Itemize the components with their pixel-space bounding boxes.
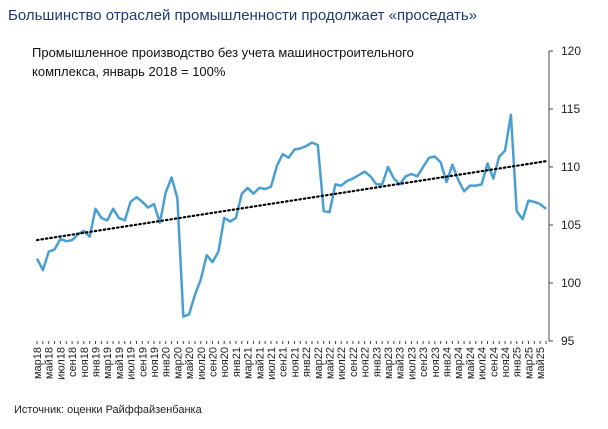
x-tick-label: янв19 [91, 347, 103, 377]
x-tick-label: мар18 [32, 347, 44, 379]
x-tick-label: июл23 [406, 347, 418, 380]
x-tick-label: янв25 [512, 347, 524, 377]
x-tick-label: сен21 [278, 347, 290, 377]
x-tick-label: мар23 [383, 347, 395, 379]
x-tick-label: мар21 [243, 347, 255, 379]
y-tick-label: 100 [561, 276, 581, 290]
x-tick-label: июл24 [477, 347, 489, 380]
x-tick-label: июл21 [266, 347, 278, 380]
x-tick-label: ноя24 [500, 347, 512, 377]
x-tick-label: май21 [254, 347, 266, 379]
x-tick-label: мар19 [102, 347, 114, 379]
trend-line [35, 160, 548, 242]
x-tick-label: ноя20 [219, 347, 231, 377]
x-tick-label: янв22 [301, 347, 313, 377]
x-tick-label: сен23 [418, 347, 430, 377]
x-tick-label: июл22 [336, 347, 348, 380]
x-tick-label: июл19 [126, 347, 138, 380]
x-tick-label: янв20 [161, 347, 173, 377]
x-tick-label: сен22 [348, 347, 360, 377]
x-tick-label: ноя18 [79, 347, 91, 377]
x-tick-label: мар25 [523, 347, 535, 379]
x-tick-label: мар22 [313, 347, 325, 379]
data-line [35, 113, 547, 318]
y-tick-label: 115 [561, 102, 580, 116]
x-tick-label: ноя19 [149, 347, 161, 377]
x-tick-label: сен18 [67, 347, 79, 377]
x-tick-label: май20 [184, 347, 196, 379]
x-tick-label: сен20 [208, 347, 220, 377]
x-tick-label: янв24 [442, 347, 454, 377]
x-tick-label: мар20 [172, 347, 184, 379]
x-tick-label: сен24 [488, 347, 500, 377]
x-tick-label: июл20 [196, 347, 208, 380]
x-tick-label: ноя23 [430, 347, 442, 377]
y-tick-label: 110 [561, 160, 580, 174]
chart-subtitle: Промышленное производство без учета маши… [32, 45, 414, 60]
x-tick-label: янв23 [371, 347, 383, 377]
x-tick-label: май25 [535, 347, 547, 379]
x-tick-label: май22 [325, 347, 337, 379]
y-tick-label: 95 [561, 334, 575, 348]
x-tick-label: май23 [395, 347, 407, 379]
chart-title: Большинство отраслей промышленности прод… [8, 7, 477, 24]
chart-subtitle: комплекса, январь 2018 = 100% [32, 64, 226, 79]
source-note: Источник: оценки Райффайзенбанка [14, 404, 203, 416]
x-tick-label: май24 [465, 347, 477, 379]
x-tick-label: ноя21 [289, 347, 301, 377]
x-tick-label: мар24 [453, 347, 465, 379]
x-tick-label: сен19 [137, 347, 149, 377]
x-tick-label: ноя22 [360, 347, 372, 377]
y-tick-label: 105 [561, 218, 581, 232]
x-tick-label: май18 [44, 347, 56, 379]
x-tick-label: май19 [114, 347, 126, 379]
y-tick-label: 120 [561, 44, 581, 58]
x-tick-label: июл18 [55, 347, 67, 380]
x-tick-label: янв21 [231, 347, 243, 377]
